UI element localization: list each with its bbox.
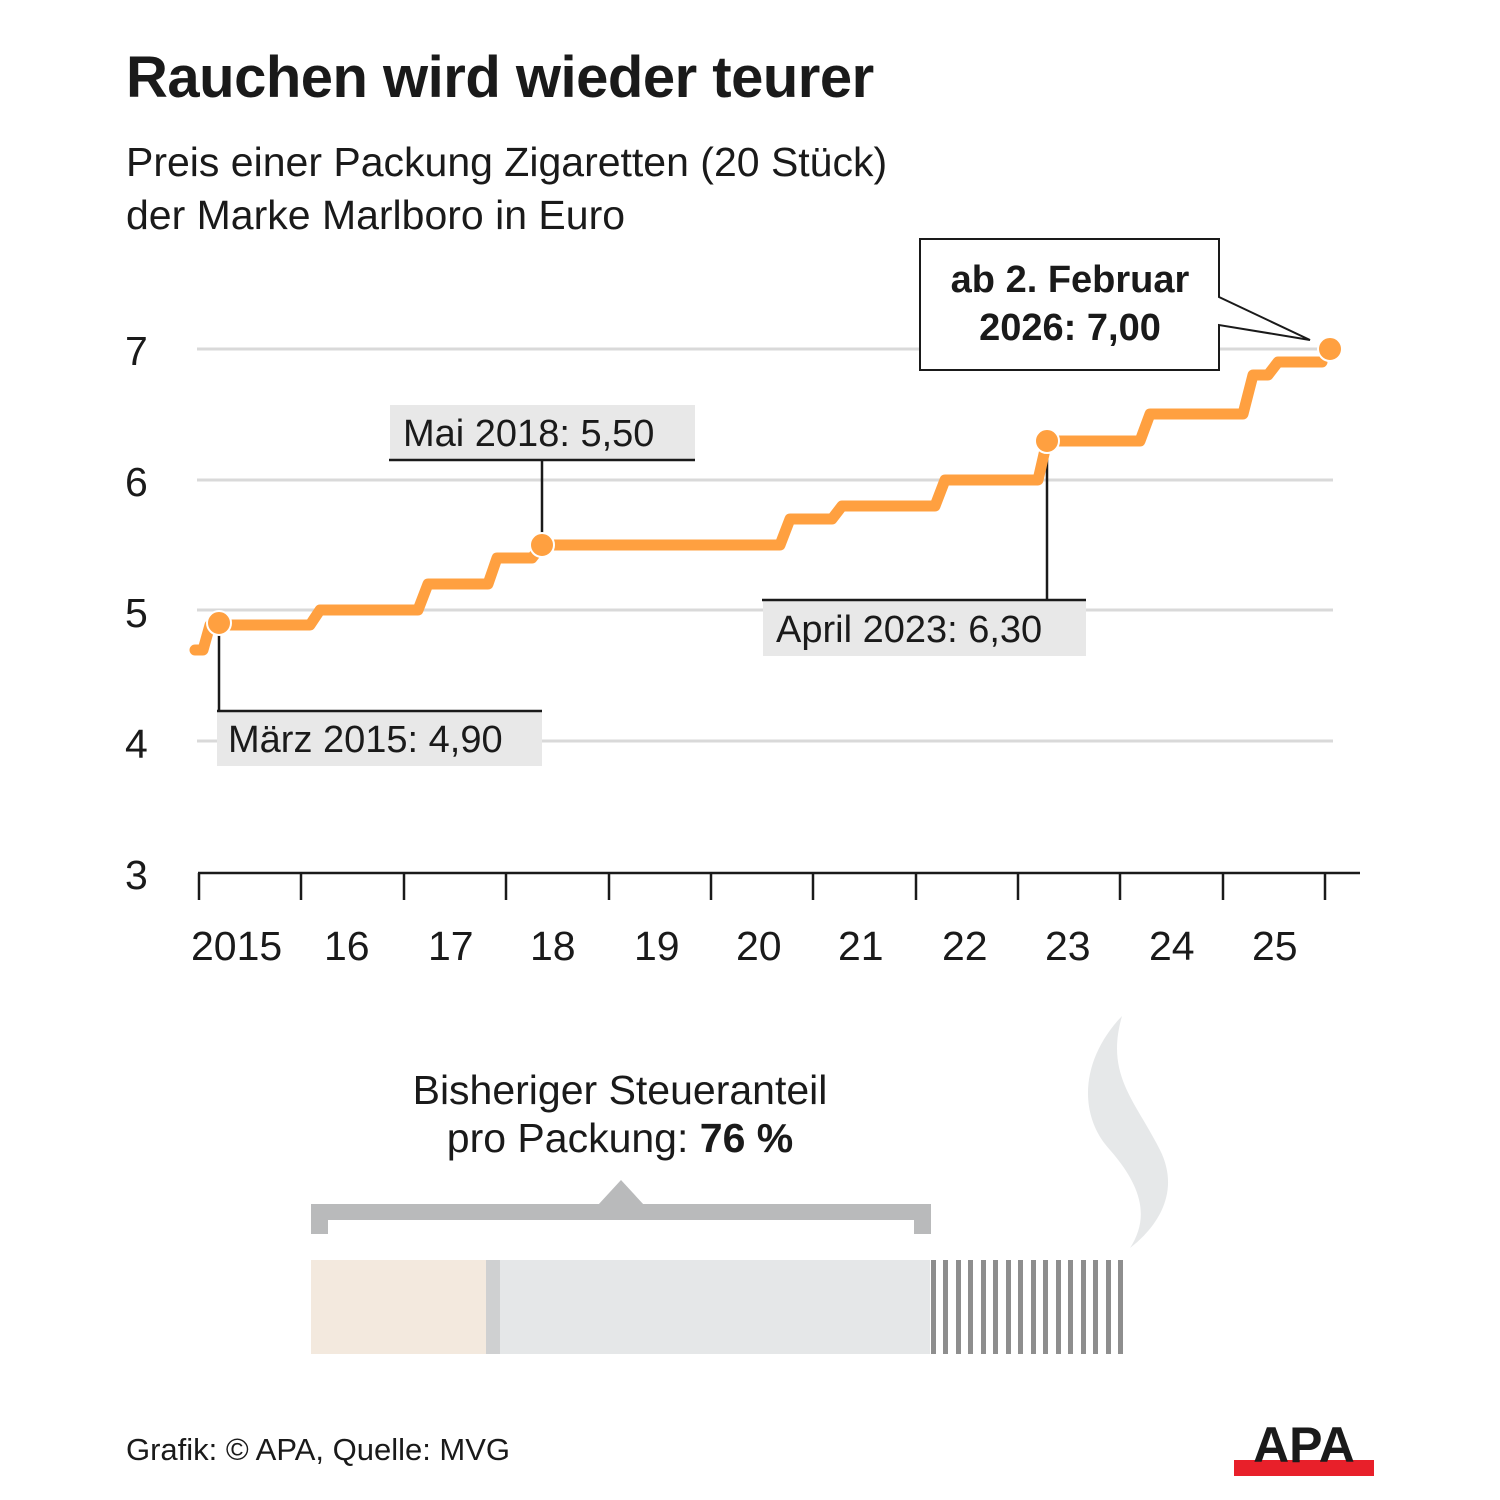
highlight-points	[206, 336, 1343, 636]
annotation-feb-2026: ab 2. Februar 2026: 7,00	[919, 238, 1311, 371]
x-label-22: 22	[942, 923, 988, 969]
annotation-label-line-1: ab 2. Februar	[951, 259, 1190, 301]
tax-share-line-2: pro Packung: 76 %	[360, 1114, 880, 1162]
subtitle-line-1: Preis einer Packung Zigaretten (20 Stück…	[126, 139, 888, 185]
x-label-18: 18	[530, 923, 576, 969]
annotation-maerz-2015: März 2015: 4,90	[217, 625, 542, 766]
tax-share-line-1: Bisheriger Steueranteil	[412, 1067, 828, 1113]
x-axis	[197, 871, 1360, 900]
chart-subtitle: Preis einer Packung Zigaretten (20 Stück…	[126, 136, 887, 242]
y-axis-labels: 7 6 5 4 3	[125, 328, 148, 898]
point-maerz-2015	[206, 610, 232, 636]
annotation-april-2023: April 2023: 6,30	[762, 443, 1086, 656]
cigarette-filter	[311, 1260, 486, 1354]
y-label-4: 4	[125, 721, 148, 767]
y-label-6: 6	[125, 459, 148, 505]
tax-bracket	[311, 1180, 931, 1234]
annotation-label-line-2: 2026: 7,00	[979, 307, 1161, 349]
y-label-7: 7	[125, 328, 148, 374]
x-label-21: 21	[838, 923, 884, 969]
annotation-label: März 2015: 4,90	[228, 719, 503, 761]
apa-logo: APA	[1234, 1417, 1374, 1476]
logo-text: APA	[1253, 1417, 1355, 1473]
x-label-25: 25	[1252, 923, 1298, 969]
y-label-3: 3	[125, 852, 148, 898]
price-chart: 7 6 5 4 3 2015 16 17 18 19 20 21 22 23 2…	[125, 238, 1360, 969]
cigarette-illustration	[311, 1016, 1169, 1354]
x-axis-labels: 2015 16 17 18 19 20 21 22 23 24 25	[191, 923, 1298, 969]
cigarette-paper	[500, 1260, 930, 1354]
point-april-2023	[1034, 428, 1060, 454]
point-feb-2026	[1317, 336, 1343, 362]
annotation-mai-2018: Mai 2018: 5,50	[389, 405, 695, 545]
cigarette-filter-band	[486, 1260, 500, 1354]
x-label-16: 16	[324, 923, 370, 969]
point-mai-2018	[529, 532, 555, 558]
tax-share-label: Bisheriger Steueranteil pro Packung: 76 …	[360, 1066, 880, 1162]
x-label-23: 23	[1045, 923, 1091, 969]
cigarette-ash	[931, 1260, 1123, 1354]
price-step-line	[189, 356, 1328, 656]
tax-share-value: 76 %	[699, 1115, 794, 1161]
source-credit: Grafik: © APA, Quelle: MVG	[126, 1432, 511, 1467]
subtitle-line-2: der Marke Marlboro in Euro	[126, 192, 626, 238]
tax-share-prefix: pro Packung:	[446, 1115, 700, 1161]
x-label-24: 24	[1149, 923, 1195, 969]
logo-red-bar	[1234, 1460, 1374, 1476]
y-label-5: 5	[125, 590, 148, 636]
chart-title: Rauchen wird wieder teurer	[126, 45, 874, 110]
x-label-19: 19	[634, 923, 680, 969]
annotation-label: April 2023: 6,30	[776, 609, 1042, 651]
annotation-label: Mai 2018: 5,50	[403, 413, 654, 455]
x-label-20: 20	[736, 923, 782, 969]
x-label-17: 17	[428, 923, 474, 969]
smoke-icon	[1088, 1016, 1169, 1248]
x-label-2015: 2015	[191, 923, 282, 969]
